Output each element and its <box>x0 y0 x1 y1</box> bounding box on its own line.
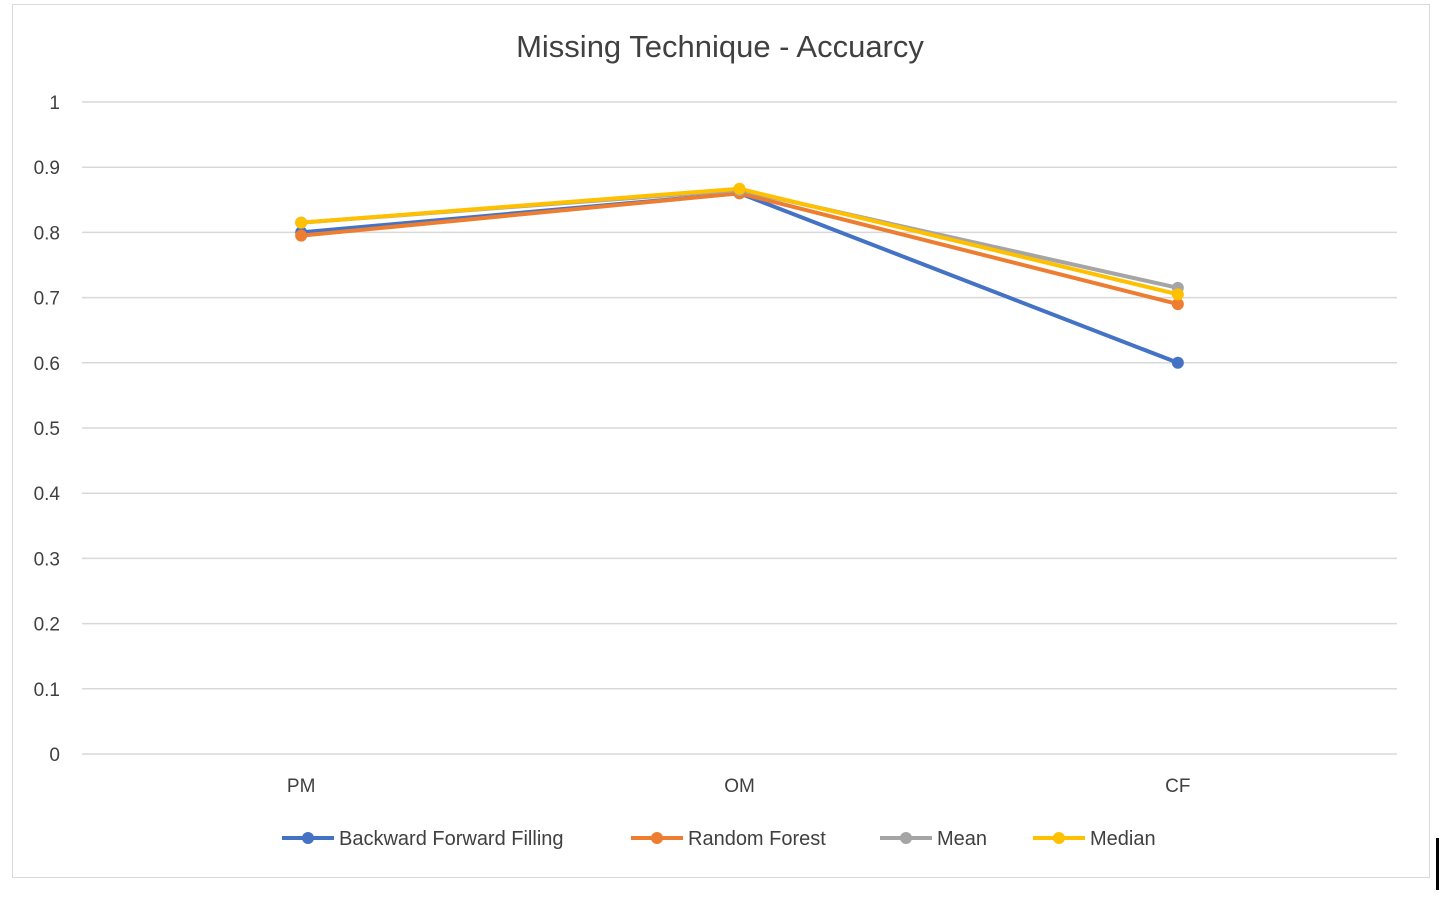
series-line-1 <box>299 191 1180 307</box>
data-point <box>733 182 746 195</box>
y-tick-label: 0.4 <box>34 484 61 505</box>
y-axis-ticks: 0 0.1 0.2 0.3 0.4 0.5 0.6 0.7 0.8 0.9 1 <box>34 93 61 766</box>
y-tick-label: 0.1 <box>34 680 60 701</box>
x-tick-label: PM <box>287 776 316 797</box>
legend-label: Backward Forward Filling <box>339 828 564 850</box>
legend-swatch-marker <box>302 832 314 844</box>
legend-label: Mean <box>937 828 987 850</box>
y-tick-label: 0.5 <box>34 419 60 440</box>
series-line-2 <box>299 188 1180 290</box>
series-line-3 <box>299 186 1180 297</box>
legend-swatch-marker <box>900 832 912 844</box>
x-tick-label: OM <box>724 776 755 797</box>
legend-item: Backward Forward Filling <box>282 828 564 850</box>
y-tick-label: 0.2 <box>34 615 60 636</box>
y-tick-label: 1 <box>49 93 60 114</box>
data-point <box>295 216 308 229</box>
data-point <box>295 229 308 242</box>
x-axis-ticks: PM OM CF <box>287 776 1191 797</box>
chart-frame <box>12 4 1430 878</box>
data-point <box>1171 288 1184 301</box>
y-tick-label: 0 <box>49 745 60 766</box>
data-point <box>1171 298 1184 311</box>
y-tick-label: 0.3 <box>34 549 60 570</box>
text-cursor <box>1436 838 1439 890</box>
legend-item: Random Forest <box>631 828 826 850</box>
y-tick-label: 0.8 <box>34 223 60 244</box>
legend-label: Random Forest <box>688 828 826 850</box>
series-points <box>295 182 1184 369</box>
legend-label: Median <box>1090 828 1156 850</box>
legend: Backward Forward Filling Random Forest Mea… <box>282 828 1156 850</box>
legend-swatch-marker <box>651 832 663 844</box>
y-tick-label: 0.6 <box>34 354 60 375</box>
legend-item: Median <box>1033 828 1156 850</box>
series-line-0 <box>299 191 1180 365</box>
series-lines <box>299 186 1180 365</box>
y-tick-label: 0.9 <box>34 158 60 179</box>
gridlines <box>82 101 1397 755</box>
legend-swatch-marker <box>1053 832 1065 844</box>
legend-item: Mean <box>880 828 987 850</box>
data-point <box>1171 356 1184 369</box>
x-tick-label: CF <box>1165 776 1190 797</box>
chart-title: Missing Technique - Accuarcy <box>516 29 924 64</box>
y-tick-label: 0.7 <box>34 289 60 310</box>
